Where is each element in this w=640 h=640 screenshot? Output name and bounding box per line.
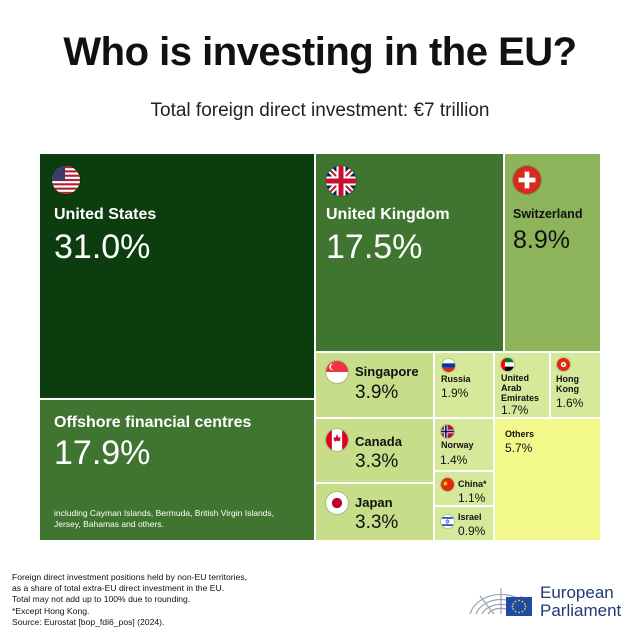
russia-flag-icon — [442, 359, 455, 372]
cell-note: including Cayman Islands, Bermuda, Briti… — [54, 508, 275, 530]
china-flag-icon — [441, 478, 454, 491]
cell-value: 8.9% — [513, 226, 570, 254]
cell-label: Singapore — [355, 364, 419, 379]
treemap-cell-offshore-financial-centres: Offshore financial centres 17.9% including… — [40, 400, 314, 540]
cell-value: 17.5% — [326, 228, 423, 266]
cell-value: 3.3% — [355, 451, 399, 472]
cell-value: 1.6% — [556, 396, 584, 410]
cell-value: 1.4% — [440, 453, 468, 467]
treemap-cell-japan: Japan 3.3% — [316, 484, 433, 540]
norway-flag-icon — [441, 425, 454, 438]
treemap: United States 31.0% Offshore financial cen… — [40, 154, 600, 540]
singapore-flag-icon — [326, 361, 348, 383]
cell-value: 1.9% — [441, 386, 469, 400]
israel-flag-icon — [441, 515, 454, 528]
treemap-cell-singapore: Singapore 3.9% — [316, 353, 433, 417]
cell-label: Russia — [441, 374, 471, 384]
treemap-cell-united-kingdom: United Kingdom 17.5% — [316, 154, 503, 351]
logo-line: European — [540, 583, 614, 602]
cell-label: Norway — [441, 440, 474, 450]
cell-label: China* — [458, 479, 487, 489]
footnote-line: Total may not add up to 100% due to roun… — [12, 594, 191, 605]
european-parliament-name: European Parliament — [540, 584, 621, 620]
cell-label: Canada — [355, 434, 402, 449]
cell-value: 5.7% — [505, 441, 533, 455]
european-parliament-logo-icon — [469, 588, 533, 616]
japan-flag-icon — [326, 492, 348, 514]
footnote-line: Source: Eurostat [bop_fdi6_pos] (2024). — [12, 616, 165, 627]
uk-flag-icon — [326, 166, 356, 196]
cell-label: United States — [54, 206, 157, 223]
cell-label: Switzerland — [513, 207, 583, 221]
treemap-cell-israel: Israel 0.9% — [435, 507, 493, 540]
canada-flag-icon — [326, 429, 348, 451]
cell-value: 1.7% — [501, 403, 529, 417]
cell-value: 31.0% — [54, 228, 151, 266]
uae-flag-icon — [501, 358, 514, 371]
treemap-cell-china: China* 1.1% — [435, 472, 493, 505]
cell-label: United Arab Emirates — [501, 373, 540, 403]
cell-value: 1.1% — [458, 491, 486, 505]
cell-value: 17.9% — [54, 434, 151, 472]
cell-label: Israel — [458, 512, 482, 522]
page-title: Who is investing in the EU? — [63, 30, 577, 74]
us-flag-icon — [52, 166, 80, 194]
subtitle: Total foreign direct investment: €7 tril… — [150, 100, 490, 121]
cell-label: United Kingdom — [326, 206, 450, 223]
cell-value: 3.3% — [355, 512, 399, 533]
cell-label: Hong Kong — [556, 374, 579, 394]
treemap-cell-hong-kong: Hong Kong 1.6% — [551, 353, 600, 417]
treemap-cell-united-states: United States 31.0% — [40, 154, 314, 398]
cell-value: 3.9% — [355, 382, 399, 403]
treemap-cell-united-arab-emirates: United Arab Emirates 1.7% — [495, 353, 549, 417]
treemap-cell-others: Others 5.7% — [495, 419, 600, 540]
hong-kong-flag-icon — [557, 358, 570, 371]
logo-line: Parliament — [540, 600, 622, 620]
cell-label: Offshore financial centres — [54, 414, 252, 431]
treemap-cell-canada: Canada 3.3% — [316, 419, 433, 482]
footnotes: Foreign direct investment positions held… — [12, 572, 312, 628]
footnote-line: Foreign direct investment positions held… — [12, 572, 248, 582]
treemap-cell-switzerland: Switzerland 8.9% — [505, 154, 600, 351]
cell-label: Japan — [355, 495, 393, 510]
cell-value: 0.9% — [458, 524, 486, 538]
cell-label: Others — [505, 429, 535, 439]
swiss-flag-icon — [513, 166, 541, 194]
footnote-line: as a share of total extra-EU direct inve… — [12, 583, 225, 594]
treemap-cell-russia: Russia 1.9% — [435, 353, 493, 417]
treemap-cell-norway: Norway 1.4% — [435, 419, 493, 470]
footnote-line: *Except Hong Kong. — [12, 605, 90, 616]
